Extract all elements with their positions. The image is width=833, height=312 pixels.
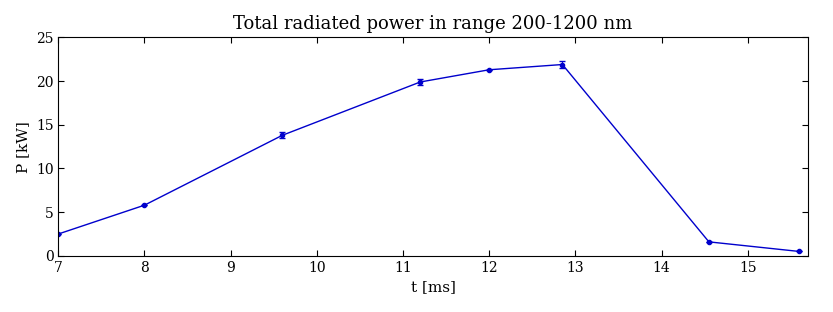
Title: Total radiated power in range 200-1200 nm: Total radiated power in range 200-1200 n… bbox=[233, 15, 633, 33]
Y-axis label: P [kW]: P [kW] bbox=[17, 121, 30, 173]
X-axis label: t [ms]: t [ms] bbox=[411, 280, 456, 294]
